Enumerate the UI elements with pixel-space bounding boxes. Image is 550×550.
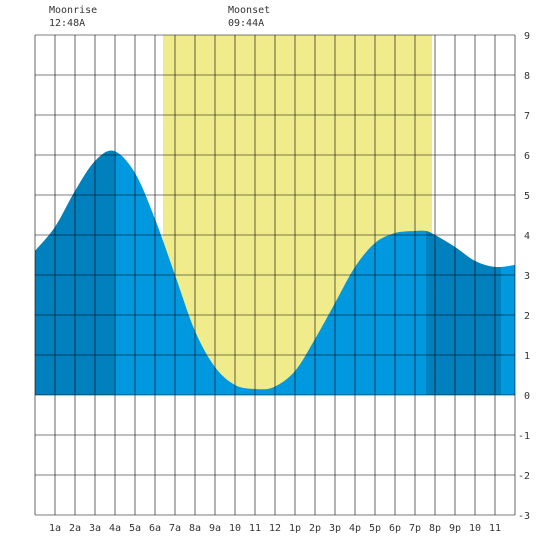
x-tick-label: 4a (109, 523, 121, 534)
x-tick-label: 5a (129, 523, 141, 534)
x-tick-label: 8a (189, 523, 201, 534)
x-tick-label: 1p (289, 523, 301, 534)
x-tick-label: 2a (69, 523, 81, 534)
y-tick-label: -3 (518, 511, 530, 522)
x-tick-label: 8p (429, 523, 441, 534)
x-tick-label: 9p (449, 523, 461, 534)
x-tick-label: 6p (389, 523, 401, 534)
y-tick-labels: 9 8 7 6 5 4 3 2 1 0 -1 -2 -3 (518, 31, 530, 522)
y-tick-label: 0 (524, 391, 530, 402)
x-tick-label: 11 (249, 523, 261, 534)
x-tick-label: 9a (209, 523, 221, 534)
y-tick-label: -2 (518, 471, 530, 482)
moonrise-time: 12:48A (49, 18, 86, 29)
y-tick-label: 1 (524, 351, 530, 362)
x-tick-labels: 1a 2a 3a 4a 5a 6a 7a 8a 9a 10 11 12 1p 2p 3p 4p 5p 6p 7p 8p… (49, 523, 501, 534)
x-tick-label: 12 (269, 523, 281, 534)
y-tick-label: 7 (524, 111, 530, 122)
x-tick-label: 5p (369, 523, 381, 534)
y-tick-label: -1 (518, 431, 530, 442)
x-tick-label: 1a (49, 523, 61, 534)
x-tick-label: 11 (489, 523, 501, 534)
y-tick-label: 4 (524, 231, 530, 242)
moonrise-label: Moonrise (49, 5, 98, 16)
y-tick-label: 6 (524, 151, 530, 162)
x-tick-label: 2p (309, 523, 321, 534)
x-tick-label: 7p (409, 523, 421, 534)
x-tick-label: 6a (149, 523, 161, 534)
x-tick-label: 3p (329, 523, 341, 534)
grid-layer (34, 34, 516, 516)
x-tick-label: 10 (469, 523, 481, 534)
moonset-time: 09:44A (228, 18, 265, 29)
x-tick-label: 4p (349, 523, 361, 534)
moonset-label: Moonset (228, 5, 271, 16)
y-tick-label: 8 (524, 71, 530, 82)
y-tick-label: 2 (524, 311, 530, 322)
y-tick-label: 9 (524, 31, 530, 42)
y-tick-label: 5 (524, 191, 530, 202)
x-tick-label: 10 (229, 523, 241, 534)
y-tick-label: 3 (524, 271, 530, 282)
x-tick-label: 3a (89, 523, 101, 534)
x-tick-label: 7a (169, 523, 181, 534)
